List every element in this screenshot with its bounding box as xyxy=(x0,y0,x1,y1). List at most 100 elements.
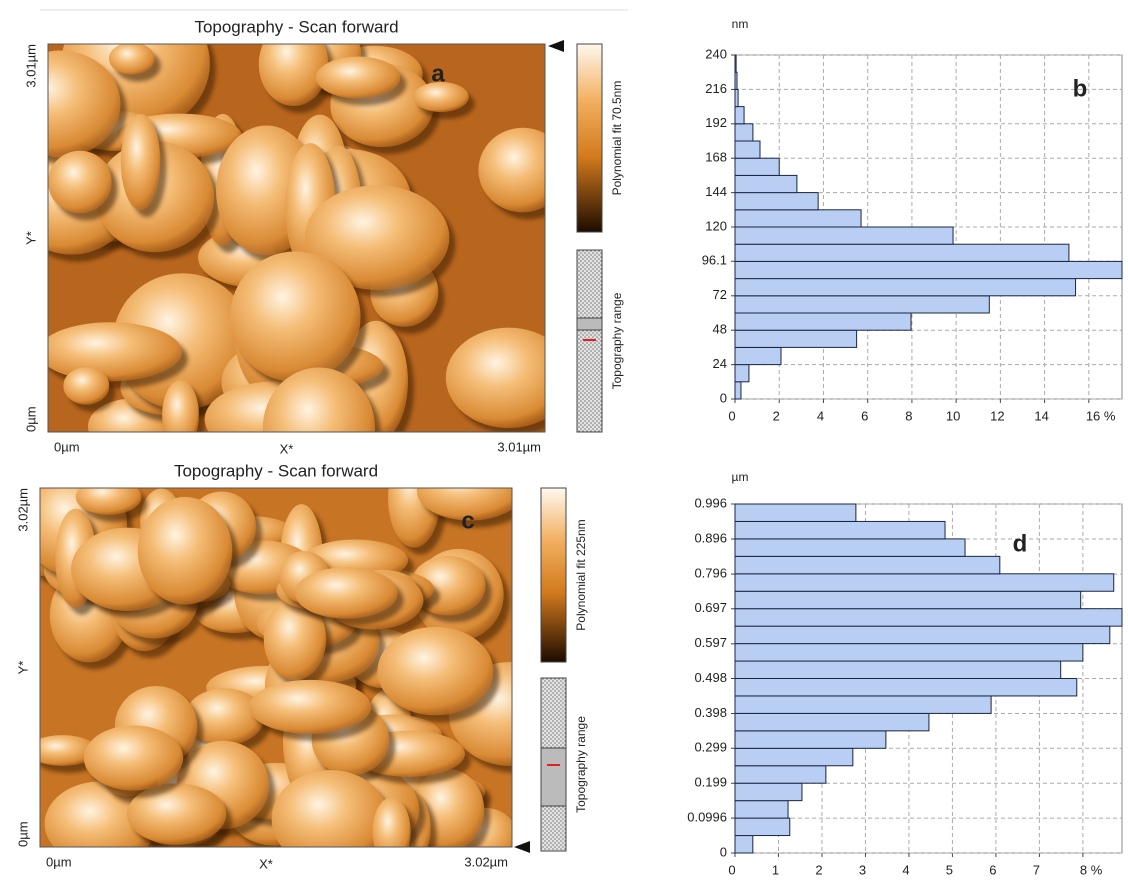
y-y_label: Y* xyxy=(23,231,38,245)
x-tick-label: 1 xyxy=(772,862,779,877)
bar xyxy=(735,626,1110,643)
bar xyxy=(735,227,953,244)
y-tick-label: 0.996 xyxy=(694,495,727,510)
x-tick-label: 4 xyxy=(902,862,909,877)
bar xyxy=(735,644,1083,661)
x-tick-label: 2 xyxy=(815,862,822,877)
bar xyxy=(735,818,790,835)
bar xyxy=(735,244,1069,261)
colorbar-label: Polynomial fit 225nm xyxy=(574,519,588,630)
grain xyxy=(63,367,109,405)
y-tick-label: 24 xyxy=(713,356,727,371)
y-y_label: Y* xyxy=(15,661,30,675)
marker-triangle xyxy=(548,40,564,52)
grain xyxy=(38,322,182,381)
grain xyxy=(138,497,233,605)
colorbar xyxy=(541,488,566,662)
y-tick-label: 168 xyxy=(705,150,727,165)
x-end: 3.02µm xyxy=(464,854,508,869)
bar xyxy=(735,89,738,106)
bar xyxy=(735,279,1076,296)
bar xyxy=(735,748,853,765)
range-label: Topography range xyxy=(610,292,624,389)
grain xyxy=(478,128,567,213)
bar xyxy=(735,296,989,313)
x-tick-label: 16 % xyxy=(1086,408,1116,423)
bar xyxy=(735,783,802,800)
colorbar xyxy=(577,44,602,232)
y-tick-label: 0.796 xyxy=(694,566,727,581)
grain xyxy=(272,770,389,869)
bar xyxy=(735,313,911,330)
y-tick-label: 240 xyxy=(705,46,727,61)
y-unit: µm xyxy=(732,470,749,484)
y-tick-label: 0.299 xyxy=(694,740,727,755)
grain xyxy=(0,51,121,158)
y-tick-label: 0.697 xyxy=(694,600,727,615)
grain xyxy=(230,251,360,382)
grain xyxy=(377,627,493,715)
bar xyxy=(735,365,749,382)
range-window xyxy=(541,748,566,806)
bar xyxy=(735,766,826,783)
bar xyxy=(735,141,760,158)
y-tick-label: 144 xyxy=(705,184,727,199)
image-title: Topography - Scan forward xyxy=(194,17,398,36)
x-tick-label: 0 xyxy=(728,408,735,423)
x-tick-label: 10 xyxy=(946,408,960,423)
grain xyxy=(316,57,400,99)
y-unit: nm xyxy=(732,17,749,31)
x-tick-label: 2 xyxy=(773,408,780,423)
bar xyxy=(735,591,1081,608)
bar xyxy=(735,210,861,227)
bar xyxy=(735,382,741,399)
x-tick-label: 8 xyxy=(905,408,912,423)
bar xyxy=(735,801,788,818)
x-start: 0µm xyxy=(46,854,72,869)
bar xyxy=(735,521,945,538)
y-tick-label: 0.597 xyxy=(694,635,727,650)
y-y_end: 3.01µm xyxy=(23,44,38,88)
grain xyxy=(249,680,371,734)
bar xyxy=(735,731,886,748)
x-tick-label: 14 xyxy=(1034,408,1048,423)
y-tick-label: 0.398 xyxy=(694,705,727,720)
grain xyxy=(109,42,155,74)
x-tick-label: 7 xyxy=(1033,862,1040,877)
bar xyxy=(735,539,965,556)
bar xyxy=(735,55,736,72)
bar xyxy=(735,193,818,210)
y-tick-label: 96.1 xyxy=(702,253,727,268)
bar xyxy=(735,609,1122,626)
marker-triangle xyxy=(514,841,530,853)
grain xyxy=(372,797,410,865)
grain xyxy=(76,479,142,514)
grain xyxy=(48,151,112,214)
bar xyxy=(735,661,1061,678)
x-tick-label: 3 xyxy=(859,862,866,877)
y-tick-label: 0 xyxy=(720,390,727,405)
y-tick-label: 216 xyxy=(705,81,727,96)
x-tick-label: 12 xyxy=(990,408,1004,423)
y-tick-label: 0.0996 xyxy=(687,810,727,825)
panel-label: b xyxy=(1073,75,1088,102)
bar xyxy=(735,107,744,124)
bar xyxy=(735,330,857,347)
y-tick-label: 48 xyxy=(713,322,727,337)
x-end: 3.01µm xyxy=(497,439,541,454)
grain xyxy=(162,380,199,450)
grain xyxy=(121,114,161,210)
range-window xyxy=(577,318,602,330)
bar xyxy=(735,124,753,141)
bar xyxy=(735,175,797,192)
y-tick-label: 0.498 xyxy=(694,670,727,685)
bar xyxy=(735,836,753,853)
y-tick-label: 120 xyxy=(705,218,727,233)
x-label: X* xyxy=(280,441,294,456)
figure: Topography - Scan forwarda0µmX*3.01µm3.0… xyxy=(0,0,1128,880)
image-title: Topography - Scan forward xyxy=(174,461,378,480)
y-y_start: 0µm xyxy=(15,821,30,847)
x-label: X* xyxy=(259,856,273,871)
y-y_start: 0µm xyxy=(23,406,38,432)
grain xyxy=(446,328,572,428)
